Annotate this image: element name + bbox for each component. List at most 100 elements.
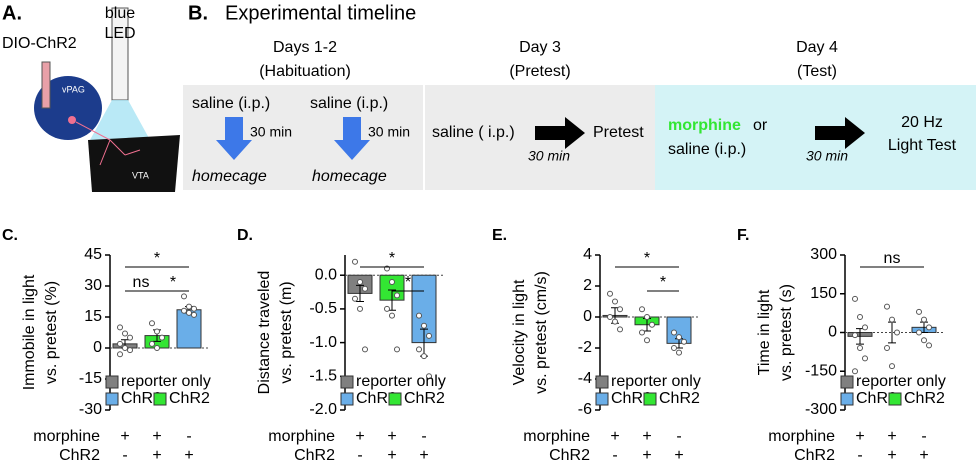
panel-b: B. Experimental timeline Days 1-2 (Habit… xyxy=(183,2,976,190)
data-point xyxy=(857,314,863,320)
data-point xyxy=(154,345,160,351)
significance-label: ns xyxy=(133,274,150,291)
y-tick-label: -1.0 xyxy=(309,334,337,351)
data-point xyxy=(916,308,922,315)
phase-label: (Test) xyxy=(797,63,837,80)
row-value: + xyxy=(674,447,683,464)
panel-letter: F. xyxy=(737,227,749,244)
data-point xyxy=(384,305,390,312)
data-point xyxy=(122,330,128,337)
row-value: + xyxy=(152,428,161,445)
y-tick-label: 0 xyxy=(583,308,592,325)
data-point xyxy=(681,338,687,345)
error-bar xyxy=(356,284,364,302)
row-value: + xyxy=(642,447,651,464)
light-cone xyxy=(90,100,150,140)
row-value: - xyxy=(421,428,426,445)
data-point xyxy=(857,345,863,351)
data-point xyxy=(921,337,927,344)
y-tick-label: 30 xyxy=(84,277,102,294)
legend-label: reporter only xyxy=(611,373,701,390)
phase-label: (Habituation) xyxy=(259,63,351,80)
legend-label: ChR2 xyxy=(611,390,652,407)
data-point xyxy=(852,368,858,375)
data-point xyxy=(191,305,197,312)
row-value: + xyxy=(642,428,651,445)
y-tick-label: 4 xyxy=(583,246,592,263)
legend-label: ChR2 xyxy=(856,390,897,407)
legend-label: ChR2 xyxy=(404,390,445,407)
row-value: - xyxy=(122,447,127,464)
panel-a: A. DIO-ChR2 blue LED vPAG VTA xyxy=(2,2,180,192)
y-tick-label: -2.0 xyxy=(309,401,337,418)
day-label: Day 3 xyxy=(519,39,561,56)
data-point xyxy=(612,298,618,305)
day-label: Days 1-2 xyxy=(273,39,337,56)
row-label: ChR2 xyxy=(794,447,835,464)
data-point xyxy=(362,285,368,292)
y-axis-label: vs. pretest (cm/s) xyxy=(533,271,550,394)
syringe xyxy=(41,61,51,109)
row-value: + xyxy=(610,428,619,445)
y-axis-label: Time in light xyxy=(756,289,773,375)
data-point xyxy=(186,309,192,316)
data-point xyxy=(352,295,358,302)
panel-letter: C. xyxy=(2,227,18,244)
injection: saline ( i.p.) xyxy=(432,124,515,141)
delay: 30 min xyxy=(806,148,848,164)
data-point xyxy=(894,329,900,336)
data-point xyxy=(852,332,858,339)
delay: 30 min xyxy=(528,148,570,164)
y-axis-label: vs. pretest (m) xyxy=(278,281,295,383)
data-point xyxy=(426,332,432,339)
row-value: + xyxy=(419,447,428,464)
data-point xyxy=(676,349,682,356)
data-point xyxy=(676,334,682,341)
neuron xyxy=(68,116,76,124)
legend-label: ChR2 xyxy=(659,390,700,407)
row-value: - xyxy=(921,428,926,445)
drug: morphine xyxy=(668,117,741,134)
y-tick-label: -2 xyxy=(578,339,592,356)
y-tick-label: -0.5 xyxy=(309,300,337,317)
significance-label: * xyxy=(170,274,176,291)
legend-swatch xyxy=(643,392,657,406)
y-tick-label: 150 xyxy=(810,285,837,302)
data-point xyxy=(389,278,395,285)
y-tick-label: -6 xyxy=(578,401,592,418)
legend-label: reporter only xyxy=(856,373,946,390)
legend-label: ChR2 xyxy=(121,390,162,407)
row-value: + xyxy=(120,428,129,445)
data-point xyxy=(149,320,155,327)
data-point xyxy=(884,303,890,310)
phase-label: (Pretest) xyxy=(509,63,570,80)
legend-swatch xyxy=(595,392,609,406)
row-value: + xyxy=(855,428,864,445)
data-point xyxy=(607,290,613,297)
region-label: VTA xyxy=(132,170,149,180)
y-tick-label: 300 xyxy=(810,246,837,263)
brain-vpag xyxy=(34,76,102,140)
blue-arrow xyxy=(334,117,370,160)
data-point xyxy=(117,351,123,358)
injection: saline (i.p.) xyxy=(310,95,388,112)
data-point xyxy=(926,342,932,349)
data-point xyxy=(181,307,187,314)
data-point xyxy=(389,312,395,319)
panel-letter: A. xyxy=(2,2,22,24)
region-label: vPAG xyxy=(62,84,85,94)
panel-letter: D. xyxy=(237,227,253,244)
significance-label: * xyxy=(660,274,666,291)
data-point xyxy=(612,318,618,325)
data-point xyxy=(862,324,868,331)
outcome: Pretest xyxy=(593,124,644,141)
y-axis-label: Velocity in light xyxy=(511,279,528,385)
data-point xyxy=(421,322,427,329)
legend-label: ChR2 xyxy=(904,390,945,407)
legend-label: reporter only xyxy=(356,373,446,390)
data-point xyxy=(671,329,677,336)
y-axis-label: vs. pretest (%) xyxy=(43,281,60,384)
y-tick-label: 0 xyxy=(828,324,837,341)
data-point xyxy=(639,329,645,336)
y-axis-label: Distance traveled xyxy=(256,271,273,395)
